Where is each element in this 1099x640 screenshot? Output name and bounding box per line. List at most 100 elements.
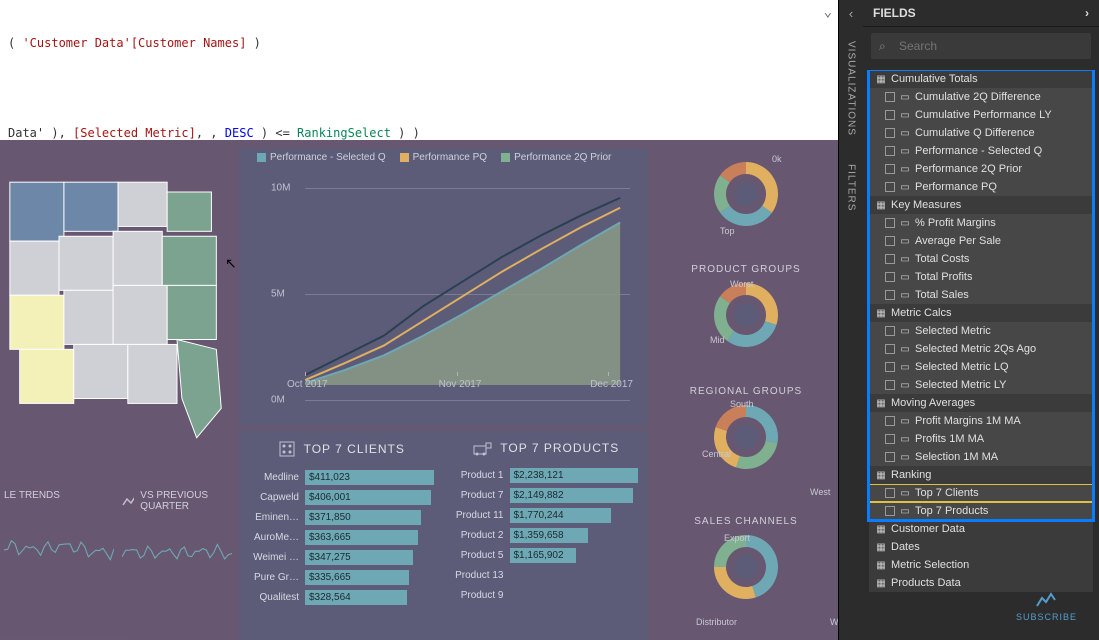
fields-table[interactable]: ▦Ranking (869, 466, 1093, 484)
top7-row[interactable]: Product 13 (454, 566, 639, 585)
donut-column[interactable]: 0kPoorTop PRODUCT GROUPS WorstBestMid REGI… (654, 140, 838, 640)
y-axis-label: 10M (271, 183, 290, 194)
top7-row[interactable]: Capweld $406,001 (249, 488, 434, 507)
donut-label: South (730, 399, 754, 409)
field-checkbox[interactable] (885, 164, 895, 174)
measure-icon: ▭ (899, 290, 911, 301)
report-canvas[interactable]: Performance - Selected QPerformance PQPe… (0, 140, 838, 640)
top7-panel[interactable]: TOP 7 CLIENTS Medline $411,023Capweld $4… (239, 430, 648, 640)
fields-field[interactable]: ▭Cumulative Q Difference (869, 124, 1093, 142)
field-checkbox[interactable] (885, 110, 895, 120)
field-checkbox[interactable] (885, 146, 895, 156)
x-axis-label: Nov 2017 (439, 379, 482, 390)
fields-field[interactable]: ▭Cumulative Performance LY (869, 106, 1093, 124)
measure-icon: ▭ (899, 380, 911, 391)
search-icon: ⌕ (879, 39, 886, 54)
fields-field[interactable]: ▭Performance - Selected Q (869, 142, 1093, 160)
fields-table[interactable]: ▦Key Measures (869, 196, 1093, 214)
donut-visual[interactable]: REGIONAL GROUPS SouthEastCentralWest (654, 386, 838, 473)
trends-panel[interactable]: LE TRENDS VS PREVIOUS QUARTER (0, 484, 236, 640)
fields-field[interactable]: ▭Cumulative 2Q Difference (869, 88, 1093, 106)
fields-field[interactable]: ▭Performance 2Q Prior (869, 160, 1093, 178)
fields-table[interactable]: ▦Customer Data (869, 520, 1093, 538)
top7-row[interactable]: Product 11 $1,770,244 (454, 506, 639, 525)
fields-field[interactable]: ▭Selected Metric LQ (869, 358, 1093, 376)
top7-value: $363,665 (309, 530, 351, 545)
map-visual[interactable] (0, 140, 236, 480)
field-checkbox[interactable] (885, 362, 895, 372)
top7-value: $411,023 (309, 470, 350, 485)
fields-field[interactable]: ▭Average Per Sale (869, 232, 1093, 250)
fields-search-input[interactable] (871, 33, 1091, 59)
chevron-right-icon[interactable]: › (1085, 6, 1089, 20)
top7-row[interactable]: Product 7 $2,149,882 (454, 486, 639, 505)
fields-field[interactable]: ▭Selection 1M MA (869, 448, 1093, 466)
top7-row[interactable]: Pure Gr… $335,665 (249, 568, 434, 587)
donut-title: SALES CHANNELS (654, 516, 838, 527)
fields-field[interactable]: ▭Selected Metric (869, 322, 1093, 340)
tab-filters[interactable]: FILTERS (846, 150, 857, 225)
x-axis-label: Oct 2017 (287, 379, 328, 390)
measure-icon: ▭ (899, 92, 911, 103)
field-checkbox[interactable] (885, 380, 895, 390)
field-checkbox[interactable] (885, 254, 895, 264)
field-checkbox[interactable] (885, 434, 895, 444)
fields-field[interactable]: ▭Profits 1M MA (869, 430, 1093, 448)
field-checkbox[interactable] (885, 290, 895, 300)
top7-label: Weimei … (249, 552, 305, 563)
top7-row[interactable]: Medline $411,023 (249, 468, 434, 487)
fields-field[interactable]: ▭Total Profits (869, 268, 1093, 286)
fields-table[interactable]: ▦Metric Selection (869, 556, 1093, 574)
donut-visual[interactable]: PRODUCT GROUPS WorstBestMid (654, 264, 838, 351)
chevron-down-icon[interactable]: ⌄ (824, 4, 832, 20)
fields-field[interactable]: ▭Top 7 Products (869, 502, 1093, 520)
donut-visual[interactable]: 0kPoorTop (654, 154, 838, 230)
fields-field[interactable]: ▭Total Costs (869, 250, 1093, 268)
top7-row[interactable]: Product 5 $1,165,902 (454, 546, 639, 565)
top7-row[interactable]: Qualitest $328,564 (249, 588, 434, 607)
top7-clients[interactable]: TOP 7 CLIENTS Medline $411,023Capweld $4… (239, 430, 444, 640)
fields-field[interactable]: ▭Total Sales (869, 286, 1093, 304)
top7-row[interactable]: Product 2 $1,359,658 (454, 526, 639, 545)
top7-products[interactable]: TOP 7 PRODUCTS Product 1 $2,238,121Produ… (444, 430, 649, 640)
top7-row[interactable]: Product 9 (454, 586, 639, 605)
field-checkbox[interactable] (885, 128, 895, 138)
field-checkbox[interactable] (885, 344, 895, 354)
field-checkbox[interactable] (885, 272, 895, 282)
formula-bar[interactable]: ⌄ ( 'Customer Data'[Customer Names] ) Da… (0, 0, 838, 140)
fields-field[interactable]: ▭Selected Metric 2Qs Ago (869, 340, 1093, 358)
table-icon: ▦ (875, 74, 887, 85)
field-checkbox[interactable] (885, 236, 895, 246)
fields-field[interactable]: ▭Profit Margins 1M MA (869, 412, 1093, 430)
fields-field[interactable]: ▭% Profit Margins (869, 214, 1093, 232)
clients-icon (278, 440, 296, 458)
field-checkbox[interactable] (885, 488, 895, 498)
field-checkbox[interactable] (885, 416, 895, 426)
performance-chart[interactable]: Performance - Selected QPerformance PQPe… (239, 148, 648, 426)
top7-label: Capweld (249, 492, 305, 503)
fields-table[interactable]: ▦Dates (869, 538, 1093, 556)
top7-label: Product 11 (454, 510, 510, 521)
donut-visual[interactable]: SALES CHANNELS ExportWholesaleDistributo… (654, 516, 838, 603)
field-checkbox[interactable] (885, 218, 895, 228)
top7-row[interactable]: Weimei … $347,275 (249, 548, 434, 567)
fields-table[interactable]: ▦Moving Averages (869, 394, 1093, 412)
fields-table[interactable]: ▦Products Data (869, 574, 1093, 592)
code-token: 'Customer Data'[Customer Names] (22, 36, 246, 50)
top7-row[interactable]: AuroMe… $363,665 (249, 528, 434, 547)
field-checkbox[interactable] (885, 506, 895, 516)
tab-visualizations[interactable]: VISUALIZATIONS (846, 27, 857, 150)
fields-field[interactable]: ▭Top 7 Clients (869, 484, 1093, 502)
field-checkbox[interactable] (885, 92, 895, 102)
top7-row[interactable]: Eminen… $371,850 (249, 508, 434, 527)
top7-products-title: TOP 7 PRODUCTS (500, 441, 619, 455)
field-checkbox[interactable] (885, 326, 895, 336)
collapse-arrow-icon[interactable]: ‹ (849, 0, 853, 27)
fields-field[interactable]: ▭Selected Metric LY (869, 376, 1093, 394)
top7-row[interactable]: Product 1 $2,238,121 (454, 466, 639, 485)
fields-table[interactable]: ▦Cumulative Totals (869, 70, 1093, 88)
field-checkbox[interactable] (885, 182, 895, 192)
field-checkbox[interactable] (885, 452, 895, 462)
fields-field[interactable]: ▭Performance PQ (869, 178, 1093, 196)
fields-table[interactable]: ▦Metric Calcs (869, 304, 1093, 322)
